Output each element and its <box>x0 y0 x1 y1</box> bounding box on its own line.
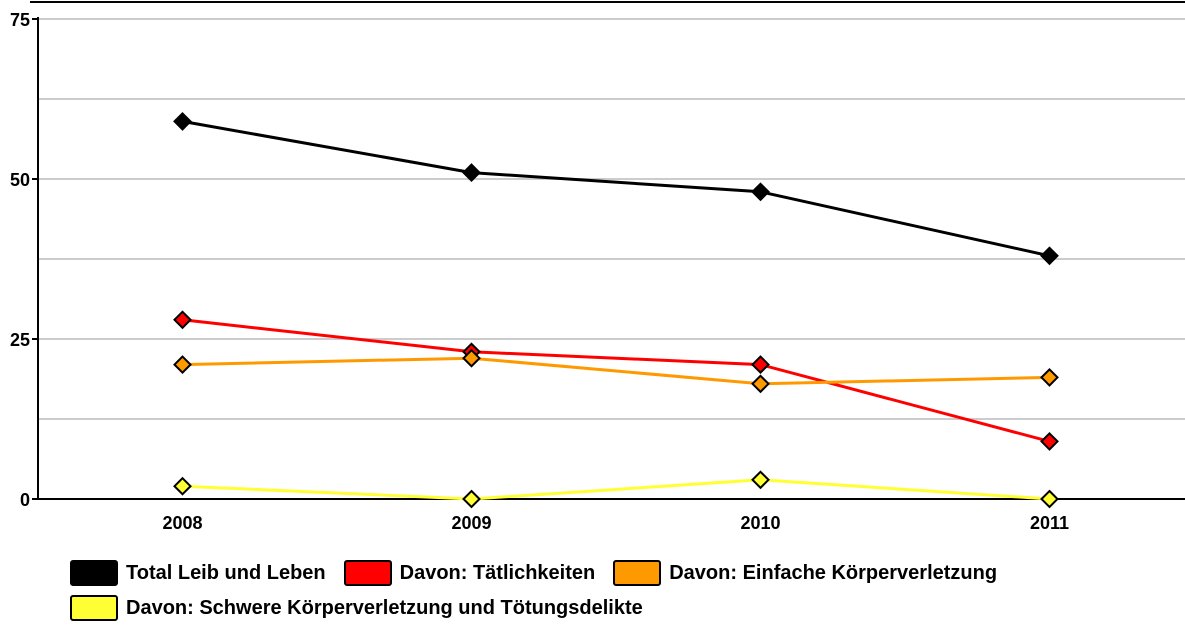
y-tick-label: 75 <box>10 10 30 30</box>
x-tick-label: 2009 <box>451 513 491 533</box>
legend-swatch <box>343 560 392 586</box>
legend-swatch <box>613 560 662 586</box>
point <box>173 310 192 330</box>
x-tick-label: 2011 <box>1030 513 1069 533</box>
legend-item: Davon: Schwere Körperverletzung und Tötu… <box>70 595 643 621</box>
point <box>751 182 770 202</box>
legend-label: Davon: Einfache Körperverletzung <box>669 561 998 584</box>
series-line <box>182 318 1050 443</box>
legend-label: Davon: Schwere Körperverletzung und Tötu… <box>126 596 643 619</box>
legend-swatch <box>70 560 118 586</box>
point <box>751 374 770 394</box>
legend-item: Davon: Einfache Körperverletzung <box>613 560 997 586</box>
point <box>751 355 770 375</box>
x-tick-label: 2010 <box>740 513 780 533</box>
legend: Total Leib und Leben Davon: Tätlichkeiten… <box>70 560 1150 621</box>
x-tick-label: 2008 <box>162 513 202 533</box>
legend-item: Total Leib und Leben <box>70 560 326 586</box>
point <box>1040 246 1059 266</box>
series-line <box>182 478 1050 501</box>
point <box>462 489 481 509</box>
point <box>1040 489 1059 509</box>
point <box>173 355 192 375</box>
y-tick-label: 0 <box>20 490 30 510</box>
point <box>462 163 481 183</box>
point <box>173 111 192 131</box>
legend-label: Total Leib und Leben <box>126 561 326 584</box>
legend-item: Davon: Tätlichkeiten <box>343 560 596 586</box>
point <box>751 470 770 490</box>
legend-label: Davon: Tätlichkeiten <box>399 561 596 584</box>
series-line <box>182 119 1050 258</box>
point <box>1040 431 1059 451</box>
y-tick-label: 25 <box>10 330 30 350</box>
point <box>173 476 192 496</box>
point <box>462 348 481 368</box>
legend-swatch <box>70 595 118 621</box>
point <box>1040 367 1059 387</box>
chart: 0 25 50 75 2008 2009 2010 2011 <box>10 1 1185 533</box>
y-tick-label: 50 <box>10 170 30 190</box>
series-line <box>182 356 1050 386</box>
